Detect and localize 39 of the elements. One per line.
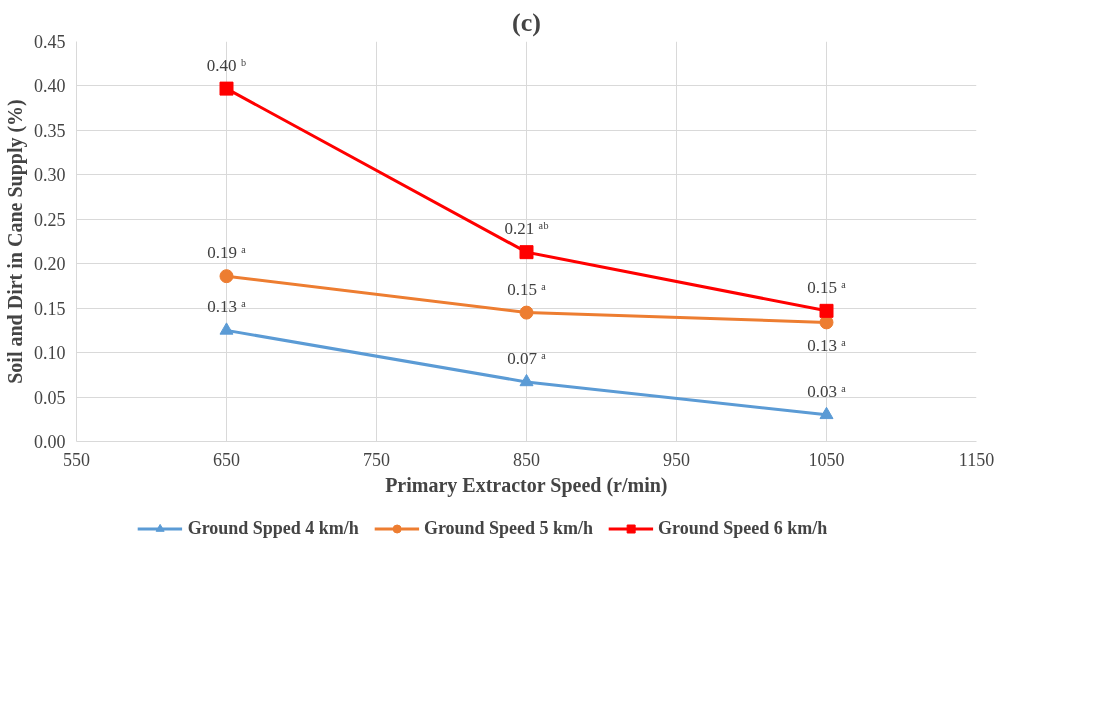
data-label: 0.21 ᵃᵇ — [504, 219, 549, 239]
point — [219, 269, 234, 284]
data-label: 0.07 ᵃ — [507, 348, 547, 368]
data-label: 0.03 ᵃ — [807, 381, 847, 401]
data-label: 0.40 ᵇ — [206, 55, 247, 75]
point — [519, 373, 534, 387]
y-tick-label: 0.40 — [34, 76, 66, 97]
chart-title: (c) — [512, 7, 541, 37]
data-label: 0.15 ᵃ — [507, 279, 547, 299]
x-axis-title: Primary Extractor Speed (r/min) — [385, 473, 668, 497]
point — [819, 303, 834, 318]
legend-label: Ground Speed 5 km/h — [423, 517, 594, 539]
y-tick-label: 0.35 — [34, 120, 66, 141]
y-tick-label: 0.20 — [34, 254, 66, 275]
legend-label: Ground Speed 6 km/h — [658, 517, 828, 539]
y-tick-label: 0.30 — [34, 165, 66, 186]
y-tick-label: 0.00 — [34, 432, 66, 452]
x-tick-label: 550 — [63, 449, 90, 470]
point — [519, 305, 534, 320]
data-label: 0.13 ᵃ — [207, 297, 247, 317]
y-tick-label: 0.25 — [34, 209, 66, 230]
x-tick-label: 950 — [663, 449, 690, 470]
y-axis-title: Soil and Dirt in Cane Supply (%) — [4, 99, 27, 384]
y-tick-label: 0.10 — [34, 343, 66, 364]
y-tick-label: 0.15 — [34, 298, 66, 319]
y-tick-label: 0.45 — [34, 32, 66, 52]
x-tick-label: 1150 — [958, 449, 995, 470]
x-tick-label: 850 — [513, 449, 540, 470]
data-label: 0.15 ᵃ — [807, 277, 847, 297]
data-label: 0.19 ᵃ — [207, 243, 247, 263]
x-tick-label: 750 — [363, 449, 390, 470]
point — [819, 406, 834, 420]
legend-label: Ground Spped 4 km/h — [187, 517, 359, 539]
point — [219, 322, 234, 335]
x-tick-label: 1050 — [808, 449, 845, 470]
data-label: 0.13 ᵃ — [807, 336, 847, 356]
x-tick-label: 650 — [213, 449, 240, 470]
point — [519, 245, 534, 260]
y-tick-label: 0.05 — [34, 387, 66, 408]
